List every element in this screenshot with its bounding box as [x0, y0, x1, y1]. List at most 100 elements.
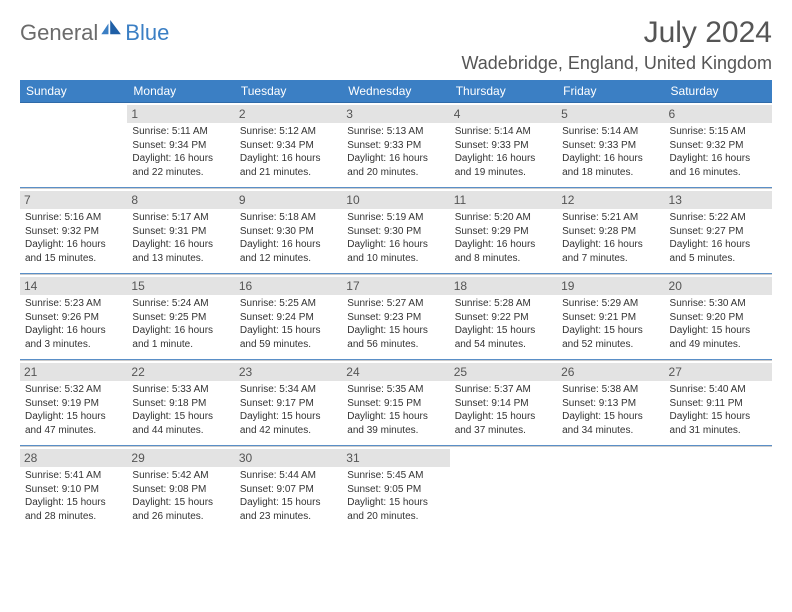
info-line-d2: and 26 minutes.	[132, 510, 229, 524]
brand-logo: General Blue	[20, 20, 169, 46]
day-info: Sunrise: 5:41 AMSunset: 9:10 PMDaylight:…	[24, 469, 123, 523]
day-info: Sunrise: 5:21 AMSunset: 9:28 PMDaylight:…	[561, 211, 660, 265]
info-line-d1: Daylight: 15 hours	[240, 496, 337, 510]
info-line-sr: Sunrise: 5:12 AM	[240, 125, 337, 139]
info-line-sr: Sunrise: 5:30 AM	[670, 297, 767, 311]
info-line-ss: Sunset: 9:08 PM	[132, 483, 229, 497]
info-line-ss: Sunset: 9:29 PM	[455, 225, 552, 239]
info-line-d1: Daylight: 16 hours	[670, 152, 767, 166]
day-number: 9	[235, 191, 342, 209]
info-line-ss: Sunset: 9:27 PM	[670, 225, 767, 239]
info-line-sr: Sunrise: 5:33 AM	[132, 383, 229, 397]
info-line-d2: and 59 minutes.	[240, 338, 337, 352]
dayname-header: Wednesday	[342, 80, 449, 103]
calendar-cell: 27Sunrise: 5:40 AMSunset: 9:11 PMDayligh…	[665, 361, 772, 446]
info-line-sr: Sunrise: 5:24 AM	[132, 297, 229, 311]
calendar-week: 28Sunrise: 5:41 AMSunset: 9:10 PMDayligh…	[20, 447, 772, 532]
info-line-d1: Daylight: 15 hours	[132, 496, 229, 510]
info-line-d1: Daylight: 16 hours	[670, 238, 767, 252]
calendar-week: 1Sunrise: 5:11 AMSunset: 9:34 PMDaylight…	[20, 103, 772, 188]
day-number: 26	[557, 363, 664, 381]
day-info: Sunrise: 5:16 AMSunset: 9:32 PMDaylight:…	[24, 211, 123, 265]
calendar-cell	[20, 103, 127, 188]
day-info: Sunrise: 5:27 AMSunset: 9:23 PMDaylight:…	[346, 297, 445, 351]
day-number: 25	[450, 363, 557, 381]
day-info: Sunrise: 5:22 AMSunset: 9:27 PMDaylight:…	[669, 211, 768, 265]
info-line-d2: and 16 minutes.	[670, 166, 767, 180]
day-info: Sunrise: 5:14 AMSunset: 9:33 PMDaylight:…	[561, 125, 660, 179]
info-line-d2: and 3 minutes.	[25, 338, 122, 352]
info-line-d2: and 54 minutes.	[455, 338, 552, 352]
info-line-d1: Daylight: 15 hours	[562, 410, 659, 424]
day-info: Sunrise: 5:35 AMSunset: 9:15 PMDaylight:…	[346, 383, 445, 437]
calendar-week: 7Sunrise: 5:16 AMSunset: 9:32 PMDaylight…	[20, 189, 772, 274]
day-info: Sunrise: 5:44 AMSunset: 9:07 PMDaylight:…	[239, 469, 338, 523]
info-line-d1: Daylight: 15 hours	[25, 496, 122, 510]
day-number: 3	[342, 105, 449, 123]
info-line-ss: Sunset: 9:31 PM	[132, 225, 229, 239]
info-line-ss: Sunset: 9:33 PM	[562, 139, 659, 153]
dayname-header: Friday	[557, 80, 664, 103]
calendar-cell: 20Sunrise: 5:30 AMSunset: 9:20 PMDayligh…	[665, 275, 772, 360]
calendar-cell: 12Sunrise: 5:21 AMSunset: 9:28 PMDayligh…	[557, 189, 664, 274]
calendar-cell: 19Sunrise: 5:29 AMSunset: 9:21 PMDayligh…	[557, 275, 664, 360]
info-line-ss: Sunset: 9:32 PM	[25, 225, 122, 239]
info-line-ss: Sunset: 9:28 PM	[562, 225, 659, 239]
info-line-ss: Sunset: 9:10 PM	[25, 483, 122, 497]
info-line-d2: and 20 minutes.	[347, 510, 444, 524]
info-line-d2: and 22 minutes.	[132, 166, 229, 180]
calendar-page: General Blue July 2024 Wadebridge, Engla…	[0, 0, 792, 551]
day-info: Sunrise: 5:13 AMSunset: 9:33 PMDaylight:…	[346, 125, 445, 179]
day-info: Sunrise: 5:28 AMSunset: 9:22 PMDaylight:…	[454, 297, 553, 351]
day-number: 16	[235, 277, 342, 295]
day-number: 29	[127, 449, 234, 467]
info-line-d1: Daylight: 16 hours	[25, 238, 122, 252]
info-line-ss: Sunset: 9:23 PM	[347, 311, 444, 325]
day-info: Sunrise: 5:40 AMSunset: 9:11 PMDaylight:…	[669, 383, 768, 437]
info-line-ss: Sunset: 9:22 PM	[455, 311, 552, 325]
info-line-sr: Sunrise: 5:44 AM	[240, 469, 337, 483]
day-info: Sunrise: 5:25 AMSunset: 9:24 PMDaylight:…	[239, 297, 338, 351]
info-line-sr: Sunrise: 5:45 AM	[347, 469, 444, 483]
info-line-ss: Sunset: 9:19 PM	[25, 397, 122, 411]
day-number: 14	[20, 277, 127, 295]
calendar-cell: 21Sunrise: 5:32 AMSunset: 9:19 PMDayligh…	[20, 361, 127, 446]
day-info: Sunrise: 5:38 AMSunset: 9:13 PMDaylight:…	[561, 383, 660, 437]
calendar-cell: 15Sunrise: 5:24 AMSunset: 9:25 PMDayligh…	[127, 275, 234, 360]
dayname-header: Tuesday	[235, 80, 342, 103]
info-line-sr: Sunrise: 5:25 AM	[240, 297, 337, 311]
info-line-sr: Sunrise: 5:32 AM	[25, 383, 122, 397]
info-line-d2: and 34 minutes.	[562, 424, 659, 438]
calendar-cell: 3 Sunrise: 5:13 AMSunset: 9:33 PMDaylight…	[342, 103, 449, 188]
day-number: 31	[342, 449, 449, 467]
info-line-sr: Sunrise: 5:29 AM	[562, 297, 659, 311]
calendar-cell: 26 Sunrise: 5:38 AMSunset: 9:13 PMDayligh…	[557, 361, 664, 446]
info-line-d2: and 1 minute.	[132, 338, 229, 352]
day-info: Sunrise: 5:23 AMSunset: 9:26 PMDaylight:…	[24, 297, 123, 351]
calendar-cell: 29 Sunrise: 5:42 AMSunset: 9:08 PMDayligh…	[127, 447, 234, 532]
day-info: Sunrise: 5:45 AMSunset: 9:05 PMDaylight:…	[346, 469, 445, 523]
info-line-d2: and 44 minutes.	[132, 424, 229, 438]
info-line-sr: Sunrise: 5:11 AM	[132, 125, 229, 139]
calendar-cell: 30Sunrise: 5:44 AMSunset: 9:07 PMDayligh…	[235, 447, 342, 532]
day-info: Sunrise: 5:42 AMSunset: 9:08 PMDaylight:…	[131, 469, 230, 523]
calendar-cell: 28Sunrise: 5:41 AMSunset: 9:10 PMDayligh…	[20, 447, 127, 532]
info-line-ss: Sunset: 9:17 PM	[240, 397, 337, 411]
info-line-sr: Sunrise: 5:19 AM	[347, 211, 444, 225]
calendar-cell: 24Sunrise: 5:35 AMSunset: 9:15 PMDayligh…	[342, 361, 449, 446]
day-info: Sunrise: 5:17 AMSunset: 9:31 PMDaylight:…	[131, 211, 230, 265]
info-line-d1: Daylight: 16 hours	[25, 324, 122, 338]
calendar-cell	[450, 447, 557, 532]
info-line-d2: and 7 minutes.	[562, 252, 659, 266]
info-line-d1: Daylight: 16 hours	[132, 324, 229, 338]
info-line-ss: Sunset: 9:32 PM	[670, 139, 767, 153]
calendar-cell	[665, 447, 772, 532]
info-line-sr: Sunrise: 5:23 AM	[25, 297, 122, 311]
info-line-d1: Daylight: 15 hours	[347, 324, 444, 338]
day-number: 6	[665, 105, 772, 123]
info-line-d1: Daylight: 15 hours	[347, 496, 444, 510]
calendar-cell: 1Sunrise: 5:11 AMSunset: 9:34 PMDaylight…	[127, 103, 234, 188]
info-line-d1: Daylight: 16 hours	[562, 152, 659, 166]
calendar-cell: 5Sunrise: 5:14 AMSunset: 9:33 PMDaylight…	[557, 103, 664, 188]
calendar-cell: 16 Sunrise: 5:25 AMSunset: 9:24 PMDayligh…	[235, 275, 342, 360]
